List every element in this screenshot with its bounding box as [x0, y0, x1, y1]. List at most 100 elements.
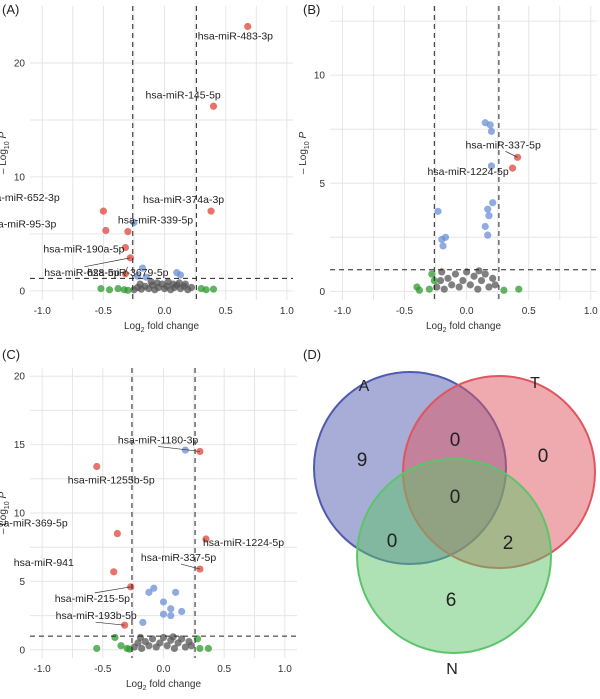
ns-point: [136, 633, 145, 642]
p-only-point: [489, 199, 497, 207]
venn-diagram: (D) A T N 9 0 6 0 0 2 0: [303, 347, 596, 678]
ns-point: [451, 270, 460, 278]
panel-label: (B): [303, 2, 320, 17]
y-tick-label: 5: [319, 179, 325, 190]
y-axis-title: – Log10 P: [298, 132, 311, 175]
p-only-point: [176, 271, 185, 279]
fc-only-point: [425, 285, 433, 293]
x-axis-title: Log2 fold change: [124, 321, 200, 334]
x-tick-label: -1.0: [334, 306, 352, 317]
venn-set-label: A: [359, 378, 370, 395]
venn-set-n: [356, 458, 552, 654]
significant-point: [93, 462, 101, 471]
x-tick-label: 1.0: [278, 664, 292, 675]
venn-count-t-n: 2: [503, 533, 514, 554]
point-label: hsa-miR-337-5p: [141, 552, 216, 564]
fc-only-point: [209, 285, 218, 293]
ns-point: [134, 639, 142, 647]
point-label: hsa-miR-193b-5p: [56, 610, 137, 622]
ns-point: [481, 270, 489, 278]
point-label: hsa-miR-95-3p: [0, 218, 56, 230]
fc-only-point: [97, 285, 105, 293]
ns-point: [138, 644, 146, 653]
p-only-point: [487, 162, 496, 170]
x-tick-label: 0.5: [217, 664, 231, 675]
x-tick-label: 0.0: [460, 306, 474, 317]
significant-point: [207, 207, 215, 215]
ns-point: [466, 281, 474, 289]
panel-label: (C): [2, 347, 20, 362]
point-label: hsa-miR-215-5p: [55, 593, 130, 605]
ns-point: [448, 281, 456, 289]
fc-only-point: [93, 644, 101, 653]
venn-count-a-only: 9: [357, 450, 368, 471]
y-tick-label: 10: [314, 71, 326, 82]
ns-point: [163, 642, 171, 650]
y-tick-label: 20: [14, 372, 26, 383]
p-only-point: [167, 611, 175, 620]
label-leader: [95, 621, 125, 626]
point-label: hsa-miR-1255b-5p: [68, 474, 155, 486]
p-only-point: [145, 588, 153, 596]
ns-point: [136, 280, 144, 288]
ns-point: [485, 283, 493, 291]
p-only-point: [138, 264, 147, 272]
ns-point: [491, 281, 499, 289]
significant-point: [121, 243, 130, 252]
label-leader: [94, 586, 131, 594]
x-tick-label: -0.5: [94, 664, 112, 675]
fc-only-point: [114, 285, 122, 293]
x-tick-label: -0.5: [396, 306, 414, 317]
x-tick-label: 0.5: [522, 306, 536, 317]
ns-point: [470, 272, 478, 280]
p-only-point: [481, 222, 489, 231]
significant-point: [202, 535, 210, 543]
fc-only-point: [105, 286, 114, 294]
x-tick-label: -1.0: [34, 664, 52, 675]
label-leader: [505, 151, 518, 158]
p-only-point: [486, 121, 494, 129]
p-only-point: [434, 207, 442, 215]
y-tick-label: 0: [19, 645, 25, 656]
x-tick-label: -1.0: [34, 306, 52, 317]
y-tick-label: 0: [19, 286, 25, 297]
ns-point: [436, 276, 445, 285]
significant-point: [102, 226, 110, 235]
venn-count-n-only: 6: [446, 590, 457, 611]
significant-point: [508, 164, 517, 172]
point-label: hsa-miR-941: [14, 557, 74, 569]
venn-count-a-t: 0: [450, 430, 461, 451]
x-axis-title: Log2 fold change: [426, 321, 502, 334]
ns-point: [156, 639, 164, 647]
ns-point: [459, 276, 467, 285]
y-tick-label: 20: [14, 58, 26, 69]
point-label: hsa-miR-1224-5p: [428, 166, 509, 178]
ns-point: [474, 285, 482, 293]
p-only-point: [142, 273, 150, 281]
y-tick-label: 10: [14, 172, 26, 183]
p-only-point: [167, 605, 175, 613]
label-leader: [180, 563, 200, 570]
fc-only-point: [193, 635, 202, 643]
fc-only-point: [204, 644, 213, 653]
significant-point: [124, 228, 132, 236]
p-only-point: [159, 598, 168, 606]
significant-point: [99, 207, 107, 215]
fc-only-point: [202, 286, 210, 294]
ns-point: [444, 274, 452, 282]
significant-point: [196, 565, 204, 573]
ns-point: [489, 274, 497, 282]
p-only-point: [181, 446, 189, 454]
x-tick-label: 0.5: [219, 306, 233, 317]
ns-point: [147, 278, 155, 286]
y-tick-label: 10: [14, 509, 26, 520]
venn-count-a-n: 0: [387, 531, 398, 552]
p-only-point: [172, 588, 180, 596]
p-only-point: [150, 584, 158, 592]
ns-point: [440, 285, 448, 293]
significant-point: [110, 568, 118, 576]
fc-only-point: [515, 285, 523, 293]
ns-point: [433, 283, 441, 291]
ns-point: [153, 279, 161, 287]
